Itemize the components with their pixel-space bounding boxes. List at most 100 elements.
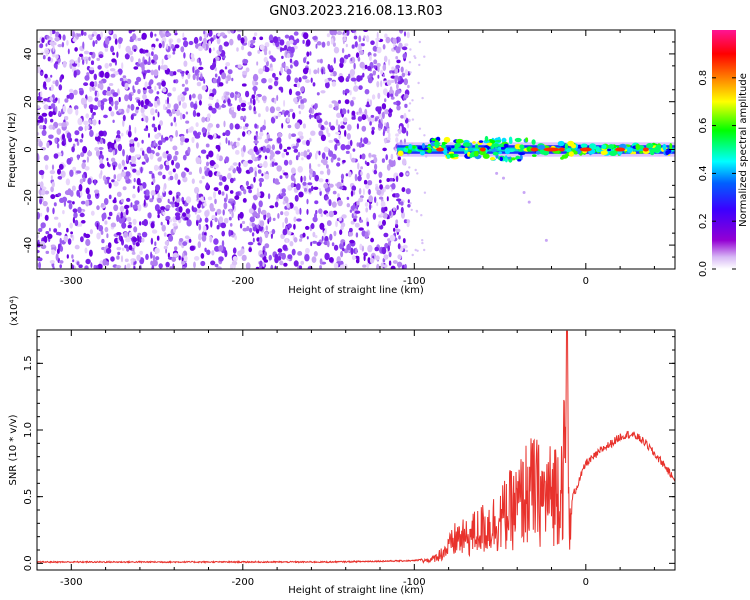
noise-speck: [375, 40, 379, 48]
noise-speck: [132, 237, 138, 243]
noise-speck: [232, 255, 238, 262]
noise-speck: [160, 65, 164, 70]
noise-speck: [150, 222, 155, 229]
noise-speck: [285, 239, 289, 243]
noise-speck: [84, 265, 89, 269]
noise-speck: [80, 200, 86, 205]
signal-blob: [518, 152, 526, 156]
noise-speck: [281, 62, 286, 68]
noise-speck: [106, 233, 109, 239]
noise-speck: [182, 113, 186, 120]
noise-speck: [350, 190, 354, 197]
noise-speck: [326, 164, 329, 169]
noise-speck: [141, 32, 147, 40]
noise-speck: [83, 82, 89, 86]
noise-speck: [261, 266, 265, 269]
noise-speck: [357, 257, 360, 261]
noise-speck: [261, 78, 267, 84]
noise-speck: [83, 120, 89, 126]
noise-speck: [252, 36, 256, 41]
noise-speck: [351, 255, 356, 261]
noise-speck: [98, 54, 104, 59]
noise-speck: [153, 103, 156, 107]
noise-speck: [254, 170, 257, 178]
noise-speck: [120, 211, 123, 219]
noise-speck: [150, 190, 156, 197]
noise-speck: [270, 151, 275, 158]
noise-speck: [183, 255, 188, 262]
noise-speck: [93, 73, 98, 81]
noise-speck: [363, 137, 369, 145]
noise-speck: [302, 140, 307, 145]
noise-speck: [350, 77, 357, 82]
noise-speck: [107, 177, 110, 185]
noise-speck: [391, 183, 396, 190]
signal-blob: [464, 148, 469, 155]
noise-speck: [92, 111, 96, 116]
noise-speck: [261, 145, 267, 153]
noise-speck: [283, 159, 289, 166]
noise-speck: [397, 80, 403, 85]
noise-speck: [383, 264, 388, 268]
y-tick-label: -20: [23, 189, 34, 205]
noise-speck: [423, 55, 426, 58]
noise-speck: [389, 86, 393, 92]
signal-blob: [491, 148, 497, 153]
noise-speck: [354, 41, 358, 48]
noise-speck: [175, 109, 181, 117]
noise-speck: [130, 163, 137, 167]
noise-speck: [364, 89, 370, 95]
noise-speck: [208, 40, 212, 46]
noise-speck: [140, 166, 143, 174]
noise-speck: [170, 122, 173, 127]
noise-speck: [327, 63, 331, 70]
noise-speck: [37, 153, 40, 161]
signal-blob: [497, 146, 502, 150]
noise-speck: [340, 144, 346, 151]
noise-speck: [168, 234, 174, 242]
noise-speck: [274, 98, 277, 104]
noise-speck: [352, 30, 356, 33]
noise-speck: [156, 98, 160, 105]
noise-speck: [312, 82, 316, 87]
signal-blob: [608, 144, 615, 149]
noise-speck: [104, 220, 108, 225]
noise-speck: [284, 211, 290, 217]
noise-speck: [381, 158, 385, 163]
noise-speck: [318, 178, 324, 183]
noise-speck: [382, 147, 387, 152]
noise-speck: [128, 231, 133, 239]
noise-speck: [239, 211, 244, 219]
noise-speck: [360, 137, 363, 143]
noise-speck: [367, 180, 373, 186]
noise-speck: [277, 248, 283, 253]
noise-speck: [150, 251, 153, 259]
noise-speck: [370, 114, 375, 118]
noise-speck: [127, 224, 132, 229]
noise-speck: [128, 244, 133, 251]
noise-speck: [359, 61, 365, 69]
noise-speck: [67, 200, 72, 204]
noise-speck: [355, 52, 360, 59]
noise-speck: [212, 78, 217, 84]
snr-multiplier: (x10⁴): [9, 295, 20, 326]
noise-speck: [307, 149, 310, 153]
noise-speck: [240, 115, 244, 121]
noise-speck: [281, 122, 284, 129]
noise-speck: [46, 206, 50, 213]
noise-speck: [183, 60, 188, 67]
noise-speck: [74, 138, 79, 142]
noise-speck: [282, 221, 285, 229]
noise-speck: [326, 240, 330, 248]
noise-speck: [390, 75, 396, 79]
noise-speck: [297, 95, 303, 100]
noise-speck: [407, 204, 411, 208]
noise-speck: [370, 237, 374, 243]
noise-speck: [292, 112, 296, 120]
noise-speck: [406, 220, 409, 223]
noise-speck: [113, 181, 119, 187]
noise-speck: [79, 212, 85, 218]
noise-speck: [366, 221, 370, 227]
noise-speck: [380, 212, 384, 217]
noise-speck: [416, 249, 419, 252]
